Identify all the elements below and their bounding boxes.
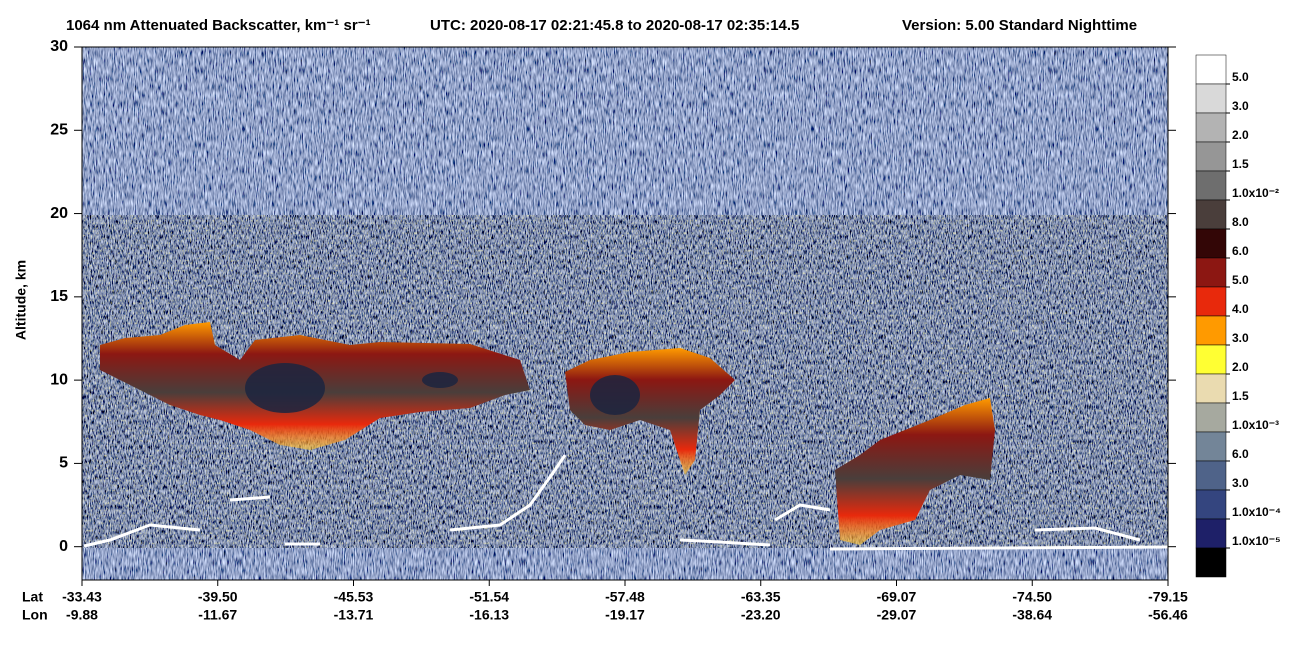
x-tick-label: -45.53: [334, 589, 374, 605]
x-tick-label: -11.67: [198, 607, 237, 623]
version: Version: 5.00 Standard Nighttime: [902, 17, 1137, 34]
colorbar-swatch: [1195, 402, 1227, 433]
colorbar-swatch: [1195, 286, 1227, 317]
colorbar-swatch: [1195, 518, 1227, 549]
colorbar-label: 2.0: [1232, 360, 1249, 374]
backscatter-image: [82, 47, 1168, 580]
colorbar-label: 3.0: [1232, 331, 1249, 345]
colorbar-swatch: [1195, 373, 1227, 404]
colorbar-label: 8.0: [1232, 215, 1249, 229]
colorbar-label: 6.0: [1232, 244, 1249, 258]
colorbar-swatch: [1195, 199, 1227, 230]
x-tick-label: -19.17: [605, 607, 645, 623]
colorbar-label: 3.0: [1232, 476, 1249, 490]
x-tick-label: -38.64: [1012, 607, 1052, 623]
colorbar-label: 5.0: [1232, 70, 1249, 84]
x-tick-label: -9.88: [66, 607, 98, 623]
x-row-name: Lat: [22, 589, 43, 605]
colorbar-label: 1.5: [1232, 157, 1249, 171]
x-tick-label: -23.20: [741, 607, 781, 623]
colorbar-swatch: [1195, 344, 1227, 375]
x-tick-label: -51.54: [469, 589, 509, 605]
x-tick-label: -13.71: [334, 607, 374, 623]
colorbar-swatch: [1195, 141, 1227, 172]
colorbar-swatch: [1195, 228, 1227, 259]
x-tick-label: -79.15: [1148, 589, 1188, 605]
colorbar-label: 1.5: [1232, 389, 1249, 403]
colorbar-swatch: [1195, 547, 1227, 578]
y-tick-label: 5: [59, 455, 68, 472]
colorbar-swatch: [1195, 460, 1227, 491]
colorbar-swatch: [1195, 54, 1227, 85]
subsurface: [82, 552, 1168, 580]
x-tick-label: -74.50: [1012, 589, 1052, 605]
x-tick-label: -69.07: [877, 589, 917, 605]
colorbar-label: 1.0x10⁻⁴: [1232, 505, 1281, 519]
y-tick-label: 30: [50, 38, 68, 55]
colorbar-swatch: [1195, 112, 1227, 143]
colorbar-label: 6.0: [1232, 447, 1249, 461]
colorbar-label: 2.0: [1232, 128, 1249, 142]
y-tick-label: 10: [50, 371, 68, 388]
x-tick-label: -57.48: [605, 589, 645, 605]
cloud-gaps: [245, 363, 640, 415]
time-range: UTC: 2020-08-17 02:21:45.8 to 2020-08-17…: [430, 17, 799, 34]
colorbar-swatch: [1195, 431, 1227, 462]
colorbar-label: 5.0: [1232, 273, 1249, 287]
colorbar-label: 1.0x10⁻³: [1232, 418, 1279, 432]
y-tick-label: 25: [50, 122, 68, 139]
colorbar-label: 3.0: [1232, 99, 1249, 113]
x-tick-label: -56.46: [1148, 607, 1188, 623]
colorbar-swatch: [1195, 315, 1227, 346]
colorbar-label: 1.0x10⁻²: [1232, 186, 1279, 200]
surface-returns: [83, 454, 1168, 551]
colorbar-swatch: [1195, 170, 1227, 201]
colorbar-label: 1.0x10⁻⁵: [1232, 534, 1281, 548]
x-tick-label: -29.07: [877, 607, 917, 623]
colorbar-label: 4.0: [1232, 302, 1249, 316]
y-tick-label: 0: [59, 538, 68, 555]
colorbar: 5.0 3.0 2.0 1.5 1.0x10⁻² 8.0 6.0 5.0 4.0 3.0 2.0 1.…: [1195, 54, 1281, 578]
x-row-name: Lon: [22, 607, 48, 623]
colorbar-swatch: [1195, 489, 1227, 520]
colorbar-swatch: [1195, 83, 1227, 114]
x-tick-label: -39.50: [198, 589, 238, 605]
chart-title: 1064 nm Attenuated Backscatter, km⁻¹ sr⁻…: [66, 17, 371, 34]
colorbar-swatch: [1195, 257, 1227, 288]
y-axis-label: Altitude, km: [13, 260, 29, 340]
x-tick-label: -33.43: [62, 589, 102, 605]
x-tick-label: -16.13: [469, 607, 509, 623]
y-tick-label: 15: [50, 288, 68, 305]
x-tick-label: -63.35: [741, 589, 781, 605]
y-tick-label: 20: [50, 205, 68, 222]
